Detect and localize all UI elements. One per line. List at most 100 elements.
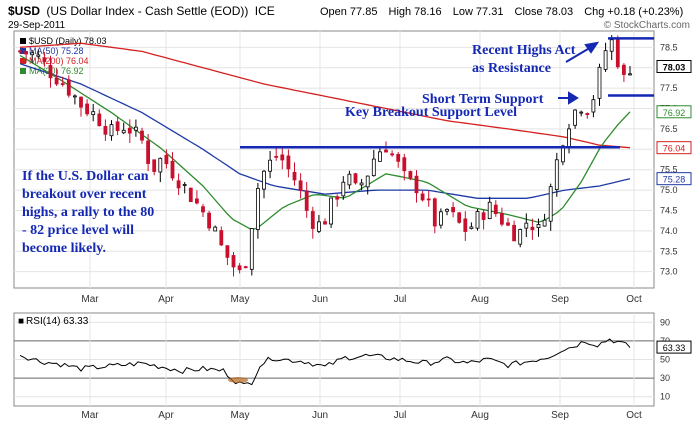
candle-body bbox=[121, 129, 126, 134]
price-tick-label: 77.5 bbox=[660, 83, 678, 93]
ma-line-ma20 bbox=[19, 54, 631, 231]
exchange: ICE bbox=[255, 4, 275, 18]
month-label: Apr bbox=[158, 294, 174, 305]
price-panel bbox=[13, 30, 655, 289]
candle-body bbox=[231, 255, 236, 268]
candle-body bbox=[133, 126, 138, 131]
candle-body bbox=[140, 130, 144, 141]
candle-body bbox=[536, 224, 541, 229]
candle-body bbox=[213, 226, 218, 232]
candle-body bbox=[237, 265, 242, 271]
candle-body bbox=[225, 245, 230, 258]
candle-body bbox=[542, 219, 547, 227]
candle-body bbox=[286, 155, 291, 170]
candle-body bbox=[426, 198, 431, 201]
candle-body bbox=[591, 99, 596, 113]
stockcharts-watermark: © StockCharts.com bbox=[604, 20, 690, 31]
candle-body bbox=[463, 218, 468, 232]
price-tick-label: 75.5 bbox=[660, 165, 678, 175]
rsi-tick-label: 30 bbox=[660, 373, 670, 383]
annotation-recent-highs-line1: Recent Highs Act bbox=[472, 43, 576, 58]
legend-swatch bbox=[20, 38, 26, 44]
price-tick-label: 73.0 bbox=[660, 267, 678, 277]
candle-body bbox=[469, 226, 474, 229]
candle-body bbox=[304, 190, 309, 211]
arrow-short-term-head bbox=[568, 91, 579, 105]
candle-body bbox=[402, 157, 407, 172]
candle-body bbox=[481, 212, 486, 220]
month-label: Jul bbox=[394, 294, 407, 305]
ma-line-ma50 bbox=[19, 62, 631, 199]
candle-body bbox=[18, 50, 22, 53]
rsi-tick-label: 90 bbox=[660, 317, 670, 327]
chart-symbol-header: $USD (US Dollar Index - Cash Settle (EOD… bbox=[8, 4, 275, 18]
candle-body bbox=[341, 181, 346, 197]
annotation-note-line5: become likely. bbox=[22, 241, 106, 256]
candle-body bbox=[432, 198, 437, 227]
price-tick-label: 73.5 bbox=[660, 246, 678, 256]
candle-body bbox=[365, 175, 370, 188]
month-label: Jun bbox=[312, 294, 328, 305]
candle-body bbox=[97, 113, 102, 127]
candle-body bbox=[567, 128, 571, 149]
price-tick-label: 78.5 bbox=[660, 42, 678, 52]
legend-label: $USD (Daily) 78.03 bbox=[29, 36, 107, 46]
candle-body bbox=[487, 201, 492, 220]
candle-body bbox=[127, 127, 132, 134]
candle-body bbox=[73, 95, 77, 98]
candle-body bbox=[371, 158, 376, 177]
candle-body bbox=[274, 155, 279, 158]
candle-body bbox=[493, 204, 498, 215]
candle-body bbox=[457, 212, 462, 223]
candle-body bbox=[554, 159, 559, 190]
candle-body bbox=[146, 140, 151, 164]
candle-body bbox=[54, 77, 59, 85]
rsi-value-tag: 63.33 bbox=[656, 340, 692, 354]
candle-body bbox=[359, 182, 364, 186]
candle-body bbox=[316, 221, 321, 232]
candle-body bbox=[60, 83, 65, 85]
candle-body bbox=[390, 153, 395, 156]
candle-body bbox=[475, 211, 480, 229]
legend-swatch bbox=[20, 68, 26, 74]
candle-body bbox=[152, 159, 157, 172]
candle-body bbox=[262, 170, 266, 190]
price-tick-label: 74.5 bbox=[660, 205, 678, 215]
month-label: Aug bbox=[471, 294, 489, 305]
candle-body bbox=[518, 229, 523, 245]
candle-body bbox=[622, 64, 626, 75]
candle-body bbox=[103, 125, 108, 135]
annotation-arrows bbox=[558, 41, 600, 105]
candle-body bbox=[420, 193, 425, 201]
candle-body bbox=[219, 230, 224, 246]
month-label-rsi: Jul bbox=[394, 410, 407, 421]
legend-label: MA(200) 76.04 bbox=[29, 56, 89, 66]
price-tag-value: 76.92 bbox=[663, 108, 686, 118]
candle-body bbox=[579, 111, 584, 114]
candle-body bbox=[36, 54, 41, 57]
rsi-line bbox=[19, 338, 631, 386]
month-label: May bbox=[231, 294, 250, 305]
month-label: Oct bbox=[626, 294, 642, 305]
candle-body bbox=[24, 51, 29, 55]
month-label-rsi: Aug bbox=[471, 410, 489, 421]
candle-body bbox=[548, 186, 553, 222]
moving-average-lines bbox=[19, 42, 631, 231]
candle-body bbox=[48, 64, 53, 79]
price-tick-label: 76.5 bbox=[660, 124, 678, 134]
candle-body bbox=[158, 157, 163, 173]
rsi-gridlines: 9070503010 bbox=[14, 313, 670, 406]
candle-body bbox=[603, 50, 608, 70]
rsi-tag-value: 63.33 bbox=[663, 343, 686, 353]
candle-body bbox=[335, 196, 340, 200]
annotation-recent-highs-line2: as Resistance bbox=[472, 61, 551, 76]
price-tag-value: 78.03 bbox=[663, 62, 686, 72]
candle-body bbox=[609, 39, 614, 52]
candle-body bbox=[573, 109, 577, 126]
symbol: $USD bbox=[8, 4, 40, 18]
price-tag-box bbox=[656, 59, 692, 73]
candle-body bbox=[298, 180, 303, 191]
rsi-oversold-shade bbox=[228, 376, 248, 383]
